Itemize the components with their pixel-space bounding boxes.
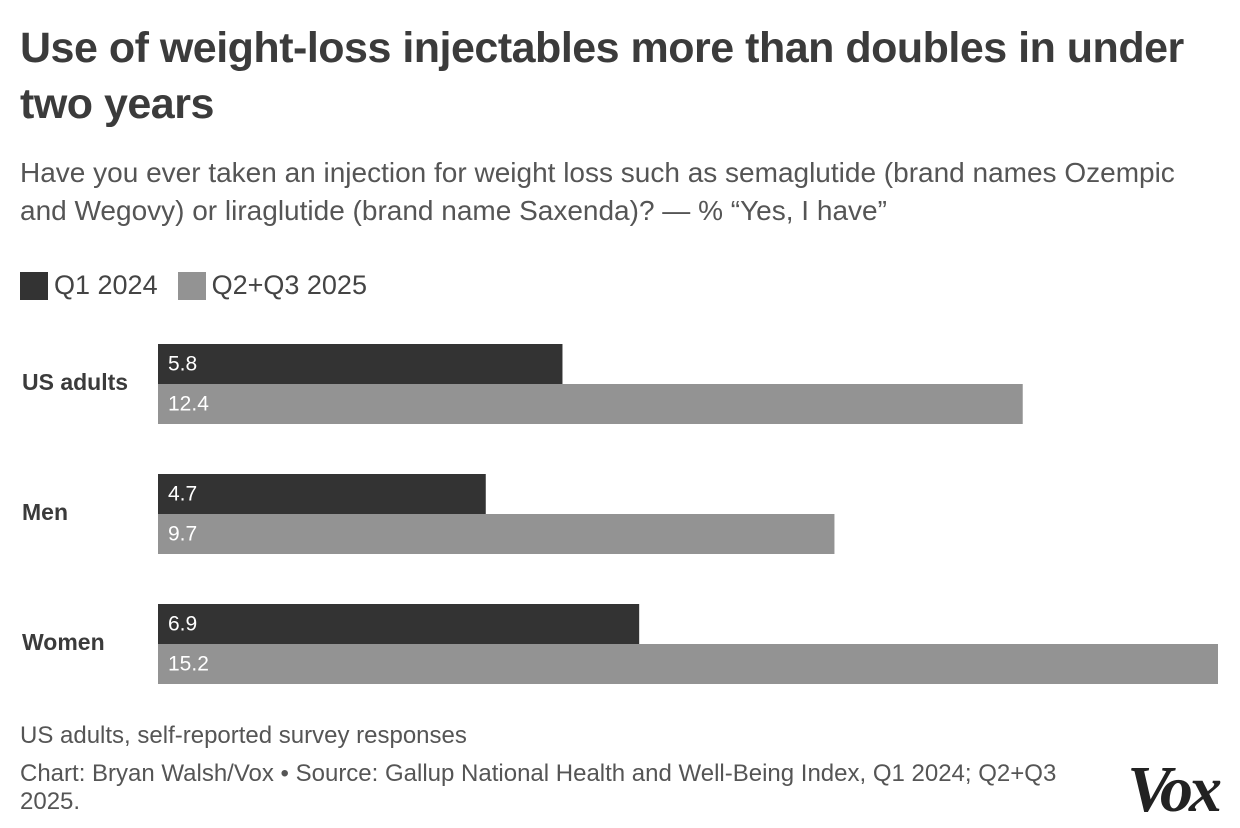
legend-item: Q2+Q3 2025	[177, 270, 367, 301]
source: Chart: Bryan Walsh/Vox • Source: Gallup …	[20, 760, 1057, 815]
bar	[158, 604, 640, 644]
category-label: US adults	[22, 369, 128, 395]
value-label: 6.9	[168, 613, 197, 636]
value-label: 15.2	[168, 653, 209, 676]
bar	[158, 344, 563, 384]
legend-swatch	[20, 271, 48, 300]
logo: Vox	[1127, 753, 1222, 826]
chart-title: Use of weight-loss injectables more than…	[20, 24, 1184, 128]
legend-label: Q1 2024	[54, 270, 158, 300]
note: US adults, self-reported survey response…	[20, 722, 467, 749]
bar	[158, 474, 486, 514]
category-label: Men	[22, 499, 68, 525]
value-label: 12.4	[168, 393, 209, 416]
chart-subtitle: Have you ever taken an injection for wei…	[20, 157, 1175, 226]
value-label: 4.7	[168, 483, 197, 506]
value-label: 9.7	[168, 523, 197, 546]
bar	[158, 644, 1218, 684]
legend-label: Q2+Q3 2025	[211, 270, 367, 300]
bar	[158, 384, 1023, 424]
legend: Q1 2024 Q2+Q3 2025	[20, 270, 387, 301]
legend-item: Q1 2024	[20, 270, 158, 301]
value-label: 5.8	[168, 353, 197, 376]
bar	[158, 514, 835, 554]
category-label: Women	[22, 629, 105, 655]
legend-swatch	[177, 271, 206, 300]
